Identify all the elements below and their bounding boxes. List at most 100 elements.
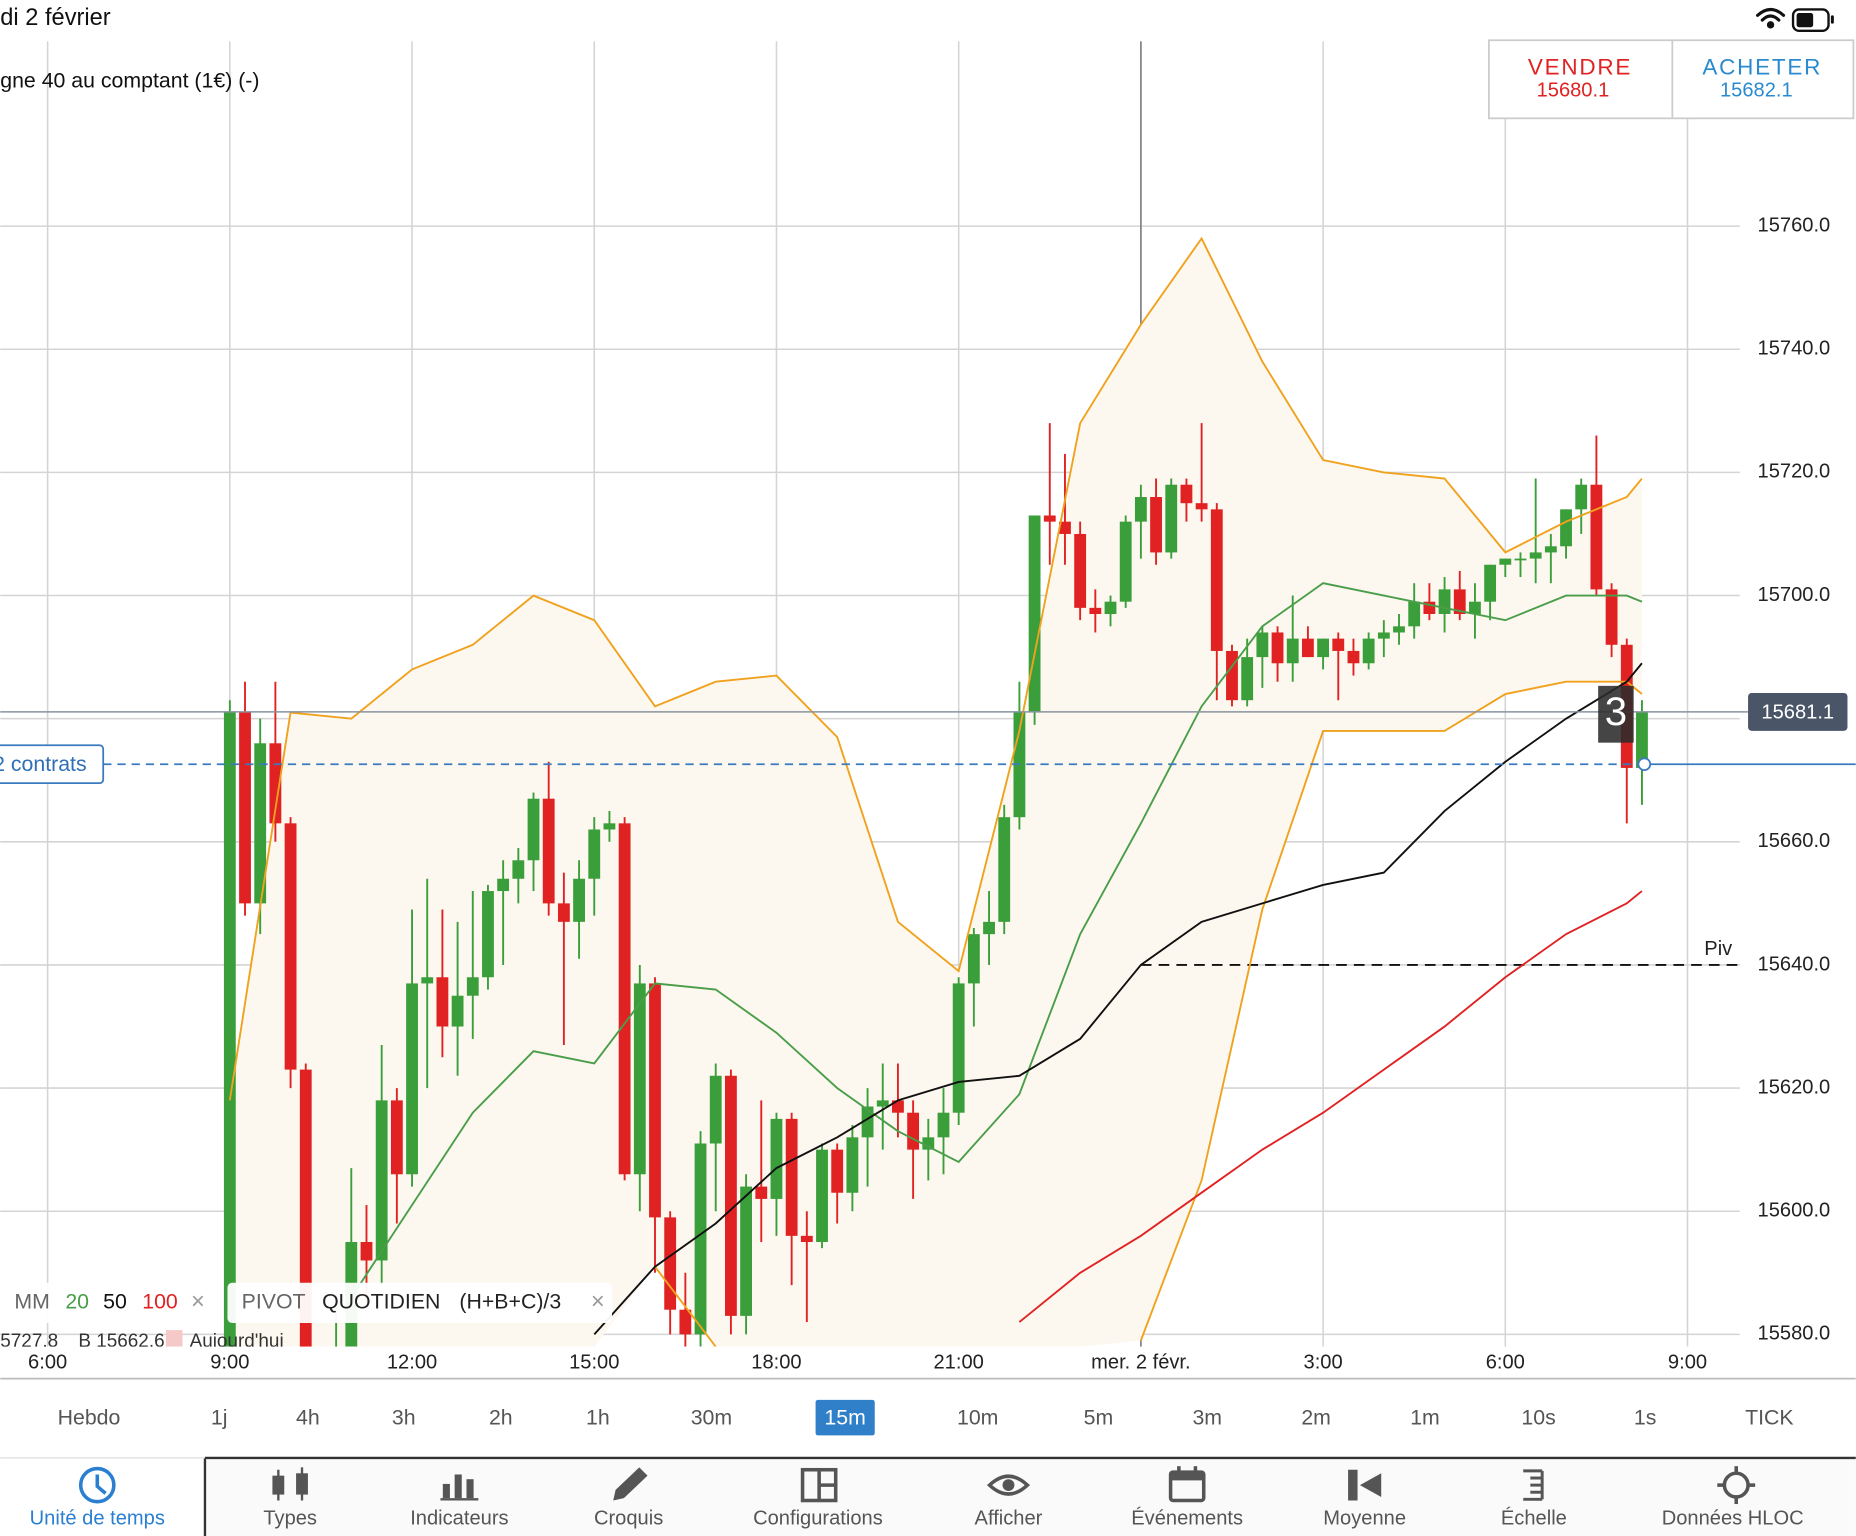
timeframe[interactable]: 5m: [1084, 1405, 1114, 1429]
order-handle: [1637, 757, 1652, 772]
candle-body: [1438, 589, 1451, 615]
candle-body: [922, 1137, 935, 1150]
candle-body: [967, 934, 980, 984]
candle-body: [998, 817, 1011, 922]
candle-body: [223, 712, 236, 1347]
candle-body: [1453, 589, 1466, 615]
candle-body: [436, 977, 449, 1027]
candle-body: [1590, 484, 1603, 590]
candle-body: [1195, 503, 1208, 510]
y-tick-label: 15620.0: [1758, 1076, 1831, 1098]
clock-icon: [78, 1466, 116, 1504]
x-tick-label: 6:00: [28, 1352, 67, 1374]
timeframe[interactable]: 2m: [1301, 1405, 1331, 1429]
legend-close[interactable]: ×: [591, 1289, 605, 1315]
timeframe[interactable]: 10m: [957, 1405, 998, 1429]
candle-body: [1210, 509, 1223, 651]
timeframe[interactable]: 1h: [586, 1405, 610, 1429]
last-price-box: [1748, 692, 1848, 731]
y-tick-label: 15720.0: [1758, 461, 1831, 483]
candle-body: [816, 1149, 828, 1242]
toolbar-item[interactable]: Afficher: [975, 1508, 1043, 1530]
candle-body: [269, 743, 282, 824]
candle-body: [375, 1100, 388, 1261]
candle-body: [1089, 607, 1102, 615]
candle-body: [299, 1069, 312, 1347]
candle-body: [649, 983, 661, 1218]
candle-body: [892, 1100, 904, 1113]
candle-body: [1119, 521, 1132, 602]
candle-body: [1544, 546, 1557, 553]
candle-body: [1636, 711, 1648, 768]
toolbar: Unité de temps Types Indicateurs Croquis…: [0, 1456, 1856, 1536]
candle-body: [785, 1118, 798, 1236]
candle-body: [588, 829, 601, 879]
x-tick-label: mer. 2 févr.: [1091, 1352, 1190, 1374]
timeframe[interactable]: 4h: [296, 1405, 320, 1429]
legend-ma-period: 20: [65, 1290, 89, 1314]
candle-body: [603, 823, 616, 830]
legend-box: [227, 1282, 613, 1323]
candle-body: [1377, 632, 1390, 639]
moving-average: [593, 662, 1643, 1335]
candle-body: [1256, 632, 1269, 658]
timeframe[interactable]: 3h: [392, 1405, 416, 1429]
toolbar-item[interactable]: Configurations: [753, 1508, 883, 1530]
candle-body: [1165, 484, 1178, 553]
timeframe[interactable]: 1j: [211, 1405, 228, 1429]
candle-body: [1332, 638, 1345, 651]
types-icon: [272, 1467, 308, 1501]
candle-body: [1529, 552, 1542, 559]
timeframe[interactable]: 3m: [1192, 1405, 1222, 1429]
bollinger-lower: [654, 680, 1643, 1347]
candle-body: [907, 1112, 920, 1150]
candle-body: [755, 1186, 768, 1199]
x-tick-label: 9:00: [210, 1352, 249, 1374]
timeframe[interactable]: 1m: [1410, 1405, 1440, 1429]
candle-body: [1028, 515, 1041, 713]
candle-body: [861, 1106, 874, 1138]
candle-body: [740, 1186, 753, 1316]
candle-body: [1469, 601, 1481, 615]
candle-body: [633, 983, 646, 1175]
toolbar-bg: [204, 1457, 1856, 1536]
toolbar-item[interactable]: Données HLOC: [1662, 1508, 1804, 1530]
sell-button[interactable]: VENDRE 15680.1: [1528, 55, 1632, 102]
candle-body: [1074, 533, 1087, 608]
toolbar-item[interactable]: Événements: [1131, 1507, 1243, 1530]
candle-body: [1134, 497, 1147, 522]
timeframe[interactable]: TICK: [1745, 1405, 1794, 1429]
toolbar-item[interactable]: Types: [263, 1508, 317, 1530]
legend-pivot: (H+B+C)/3: [459, 1290, 561, 1314]
timeframe[interactable]: 2h: [489, 1405, 513, 1429]
candle-body: [876, 1100, 889, 1107]
crosshair-icon: [1717, 1466, 1756, 1505]
candle-body: [770, 1118, 783, 1199]
last-price-label: 15681.1: [1761, 701, 1834, 723]
wifi-icon: [1755, 7, 1786, 29]
x-tick-label: 6:00: [1486, 1352, 1525, 1374]
candle-body: [1393, 626, 1405, 633]
candle-body: [1043, 515, 1056, 522]
timeframe[interactable]: Hebdo: [58, 1405, 121, 1429]
legend-close[interactable]: ×: [191, 1289, 205, 1315]
candle-body: [1605, 589, 1618, 645]
legend-ma-label: MM: [14, 1290, 49, 1314]
timeframe[interactable]: 1s: [1634, 1405, 1657, 1429]
timeframe[interactable]: 30m: [691, 1405, 732, 1429]
timeframe[interactable]: 15m: [824, 1405, 865, 1429]
timeframe[interactable]: 10s: [1521, 1405, 1555, 1429]
candle-body: [1317, 638, 1330, 658]
buy-button[interactable]: ACHETER 15682.1: [1702, 55, 1822, 102]
x-axis: 6:00 9:00 12:00 15:00 18:00 21:00 mer. 2 févr.…: [28, 1352, 1707, 1374]
toolbar-item[interactable]: Échelle: [1501, 1507, 1567, 1530]
candle-body: [406, 983, 418, 1175]
candle-body: [527, 798, 540, 861]
toolbar-item[interactable]: Indicateurs: [410, 1508, 508, 1530]
toolbar-item[interactable]: Unité de temps: [30, 1508, 165, 1530]
toolbar-item[interactable]: Moyenne: [1323, 1508, 1406, 1530]
toolbar-item[interactable]: Croquis: [594, 1508, 663, 1530]
candle-body: [239, 712, 251, 904]
